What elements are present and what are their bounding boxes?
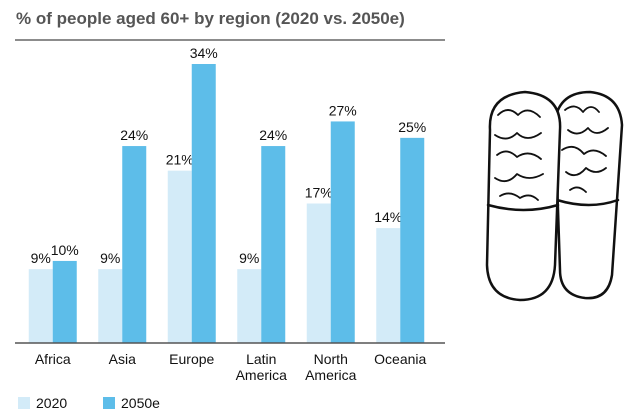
bar <box>376 228 401 343</box>
value-label: 14% <box>374 209 402 225</box>
bar <box>261 146 286 343</box>
x-tick-label: Latin America <box>235 351 287 383</box>
bar <box>28 269 53 343</box>
value-label: 24% <box>259 127 287 143</box>
bar <box>306 203 331 343</box>
legend-swatch <box>103 397 115 409</box>
x-tick-label: Africa <box>34 351 71 367</box>
bar <box>167 170 192 343</box>
value-label: 34% <box>190 45 218 61</box>
value-label: 27% <box>329 102 357 118</box>
x-tick-label: Asia <box>108 351 136 367</box>
value-label: 25% <box>398 119 426 135</box>
bar <box>400 137 425 343</box>
x-tick-label: North America <box>305 351 357 383</box>
legend-swatch <box>18 397 30 409</box>
x-tick-label: Europe <box>169 351 215 367</box>
value-label: 9% <box>239 250 259 266</box>
value-label: 9% <box>100 250 120 266</box>
bar <box>237 269 262 343</box>
value-label: 21% <box>166 152 194 168</box>
legend-label: 2050e <box>121 395 160 411</box>
chart-title: % of people aged 60+ by region (2020 vs.… <box>16 9 405 28</box>
value-label: 17% <box>305 185 333 201</box>
value-label: 24% <box>120 127 148 143</box>
bar <box>330 121 355 343</box>
x-tick-label: Oceania <box>374 351 427 367</box>
value-label: 10% <box>51 242 79 258</box>
legend-label: 2020 <box>36 395 67 411</box>
value-label: 9% <box>31 250 51 266</box>
bar <box>191 64 216 343</box>
bar <box>98 269 123 343</box>
bar <box>122 146 147 343</box>
bar <box>52 260 77 343</box>
brain-pill-illustration <box>485 90 624 302</box>
